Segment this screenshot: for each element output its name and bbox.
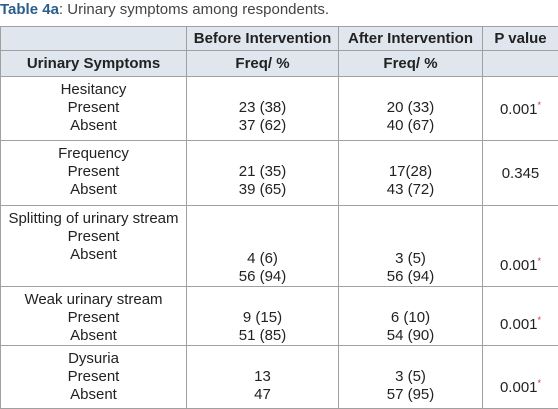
- p-marker: *: [538, 378, 542, 388]
- caption: Table 4a: Urinary symptoms among respond…: [0, 0, 558, 26]
- before-value: 56 (94): [187, 268, 338, 286]
- before-cell: 9 (15)51 (85): [187, 287, 339, 346]
- row-label: Present: [1, 309, 186, 327]
- row-label: Absent: [1, 327, 186, 345]
- before-value: 4 (6): [187, 250, 338, 268]
- before-value: 21 (35): [187, 163, 338, 181]
- after-value: 3 (5): [339, 368, 482, 386]
- header-cell: [1, 27, 187, 51]
- before-value: 13: [187, 368, 338, 386]
- header-cell: Freq/ %: [187, 51, 339, 77]
- after-value: 6 (10): [339, 309, 482, 327]
- after-cell: 17(28)43 (72): [339, 141, 483, 206]
- symptom-name: Splitting of urinary stream: [1, 210, 186, 228]
- symptom-name: Hesitancy: [1, 81, 186, 99]
- after-cell: 3 (5)56 (94): [339, 206, 483, 287]
- p-value-cell: 0.345: [483, 141, 558, 206]
- row-label: Absent: [1, 386, 186, 404]
- after-value: 20 (33): [339, 99, 482, 117]
- p-value-cell: 0.001*: [483, 206, 558, 287]
- row-label: Present: [1, 228, 186, 246]
- header-cell: Urinary Symptoms: [1, 51, 187, 77]
- symptom-name: Dysuria: [1, 350, 186, 368]
- symptom-name: Frequency: [1, 145, 186, 163]
- p-value: 0.345: [502, 165, 540, 182]
- before-value: 9 (15): [187, 309, 338, 327]
- row-label: Present: [1, 368, 186, 386]
- before-value: 23 (38): [187, 99, 338, 117]
- after-value: 54 (90): [339, 327, 482, 345]
- after-cell: 6 (10)54 (90): [339, 287, 483, 346]
- p-marker: *: [538, 256, 542, 266]
- symptom-name: Weak urinary stream: [1, 291, 186, 309]
- after-value: 57 (95): [339, 386, 482, 404]
- row-label: Absent: [1, 181, 186, 199]
- header-row: Before Intervention After Intervention P…: [1, 27, 558, 51]
- after-value: 56 (94): [339, 268, 482, 286]
- p-value: 0.001: [500, 257, 538, 274]
- after-value: 40 (67): [339, 117, 482, 135]
- before-cell: 4 (6)56 (94): [187, 206, 339, 287]
- after-value: 17(28): [339, 163, 482, 181]
- p-marker: *: [538, 100, 542, 110]
- p-value: 0.001: [500, 316, 538, 333]
- header-cell: After Intervention: [339, 27, 483, 51]
- p-value-cell: 0.001*: [483, 287, 558, 346]
- after-value: 3 (5): [339, 250, 482, 268]
- row-label: Present: [1, 99, 186, 117]
- row-label: Present: [1, 163, 186, 181]
- caption-label: Table 4a: [0, 1, 59, 18]
- before-value: 39 (65): [187, 181, 338, 199]
- header-cell: P value: [483, 27, 558, 51]
- table: Before Intervention After Intervention P…: [0, 26, 558, 409]
- p-value: 0.001: [500, 379, 538, 396]
- p-marker: *: [538, 315, 542, 325]
- header-cell: [483, 51, 558, 77]
- before-cell: 23 (38)37 (62): [187, 77, 339, 141]
- before-cell: 21 (35)39 (65): [187, 141, 339, 206]
- header-cell: Before Intervention: [187, 27, 339, 51]
- p-value-cell: 0.001*: [483, 346, 558, 409]
- row-label: Absent: [1, 246, 186, 264]
- after-cell: 3 (5)57 (95): [339, 346, 483, 409]
- p-value-cell: 0.001*: [483, 77, 558, 141]
- before-value: 37 (62): [187, 117, 338, 135]
- caption-text: : Urinary symptoms among respondents.: [59, 1, 329, 18]
- p-value: 0.001: [500, 101, 538, 118]
- after-cell: 20 (33)40 (67): [339, 77, 483, 141]
- header-cell: Freq/ %: [339, 51, 483, 77]
- after-value: 43 (72): [339, 181, 482, 199]
- row-label: Absent: [1, 117, 186, 135]
- before-value: 47: [187, 386, 338, 404]
- header-row: Urinary Symptoms Freq/ % Freq/ %: [1, 51, 558, 77]
- before-value: 51 (85): [187, 327, 338, 345]
